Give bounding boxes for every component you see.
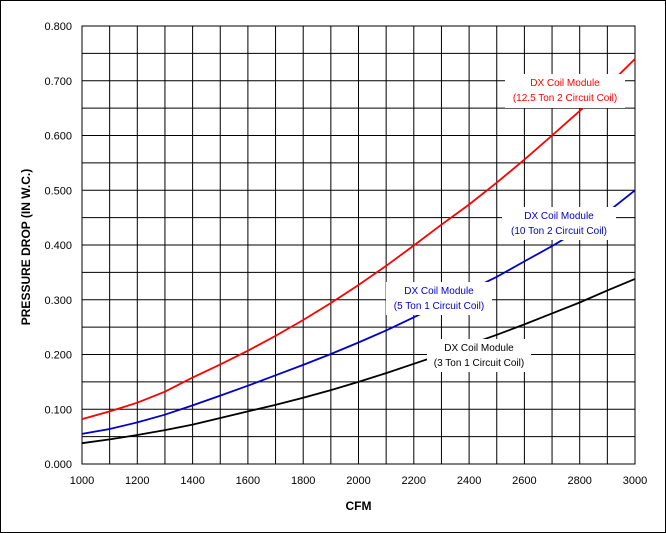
- y-tick-label: 0.300: [44, 295, 72, 307]
- y-tick-label: 0.400: [44, 240, 72, 252]
- x-tick-label: 1600: [236, 475, 260, 487]
- y-tick-label: 0.700: [44, 76, 72, 88]
- series-label-line: (12.5 Ton 2 Circuit Coil): [513, 93, 617, 104]
- y-tick-label: 0.100: [44, 404, 72, 416]
- label-backing: [386, 282, 492, 315]
- y-tick-label: 0.000: [44, 459, 72, 471]
- series-label-2: DX Coil Module (5 Ton 1 Circuit Coil): [386, 282, 492, 315]
- series-label-line: DX Coil Module: [404, 286, 474, 297]
- tick-labels: 1000 1200 1400 1600 1800 2000 2200 2400 2600 2800…: [44, 21, 647, 487]
- x-tick-label: 1400: [180, 475, 204, 487]
- x-tick-label: 1000: [70, 475, 94, 487]
- series-line-1: [81, 189, 636, 435]
- x-tick-label: 1200: [125, 475, 149, 487]
- series-label-3: DX Coil Module (3 Ton 1 Circuit Coil): [427, 339, 531, 372]
- y-tick-label: 0.600: [44, 131, 72, 143]
- x-tick-label: 2600: [512, 475, 536, 487]
- x-tick-label: 2800: [567, 475, 591, 487]
- x-tick-label: 1800: [291, 475, 315, 487]
- series-label-line: (10 Ton 2 Circuit Coil): [511, 226, 607, 237]
- y-tick-label: 0.200: [44, 350, 72, 362]
- series-label-0: DX Coil Module (12.5 Ton 2 Circuit Coil): [505, 74, 625, 108]
- x-tick-label: 2400: [457, 475, 481, 487]
- series-label-line: (3 Ton 1 Circuit Coil): [434, 358, 524, 369]
- x-tick-label: 2200: [402, 475, 426, 487]
- x-tick-label: 3000: [623, 475, 647, 487]
- y-tick-label: 0.800: [44, 21, 72, 33]
- label-backing: [502, 207, 616, 240]
- x-tick-label: 2000: [346, 475, 370, 487]
- series-labels: DX Coil Module(12.5 Ton 2 Circuit Coil)D…: [386, 74, 625, 372]
- label-backing: [427, 339, 531, 372]
- series-line-0: [81, 58, 636, 420]
- series-line-3: [81, 278, 636, 445]
- x-axis-title: CFM: [346, 499, 372, 513]
- series-label-line: (5 Ton 1 Circuit Coil): [394, 301, 484, 312]
- label-backing: [505, 74, 625, 108]
- series-label-line: DX Coil Module: [530, 78, 600, 89]
- y-axis-title: PRESSURE DROP (IN W.C.): [19, 169, 33, 325]
- series-label-1: DX Coil Module (10 Ton 2 Circuit Coil): [502, 207, 616, 240]
- series-lines: [81, 58, 636, 445]
- series-label-line: DX Coil Module: [524, 211, 594, 222]
- series-label-line: DX Coil Module: [444, 343, 514, 354]
- y-tick-label: 0.500: [44, 185, 72, 197]
